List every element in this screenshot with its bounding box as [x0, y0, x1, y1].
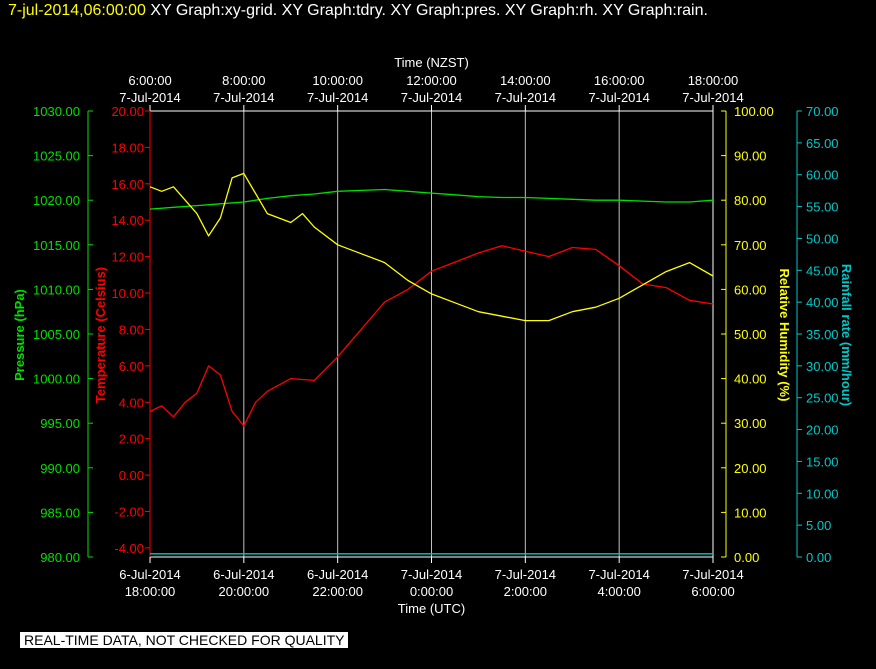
humidity-axis-label: Relative Humidity (%)	[777, 269, 792, 402]
rain-tick-label: 65.00	[806, 136, 839, 151]
bottom-tick-date: 7-Jul-2014	[495, 567, 556, 582]
pressure-tick-label: 1025.00	[33, 149, 80, 164]
bottom-tick-time: 6:00:00	[691, 584, 734, 599]
rain-tick-label: 30.00	[806, 359, 839, 374]
pressure-tick-label: 1030.00	[33, 104, 80, 119]
temperature-tick-label: 10.00	[111, 286, 144, 301]
rain-tick-label: 15.00	[806, 454, 839, 469]
humidity-tick-label: 100.00	[734, 104, 774, 119]
temperature-tick-label: 6.00	[119, 359, 144, 374]
rain-tick-label: 0.00	[806, 550, 831, 565]
top-tick-time: 6:00:00	[128, 73, 171, 88]
rain-tick-label: 55.00	[806, 200, 839, 215]
series-tdry	[149, 245, 714, 427]
bottom-tick-time: 0:00:00	[410, 584, 453, 599]
rain-tick-label: 40.00	[806, 295, 839, 310]
rain-tick-label: 60.00	[806, 168, 839, 183]
pressure-tick-label: 1010.00	[33, 282, 80, 297]
top-tick-time: 18:00:00	[688, 73, 739, 88]
humidity-tick-label: 60.00	[734, 282, 767, 297]
humidity-tick-label: 20.00	[734, 461, 767, 476]
temperature-tick-label: -2.00	[114, 504, 144, 519]
top-tick-date: 7-Jul-2014	[213, 90, 274, 105]
temperature-axis-label: Temperature (Celsius)	[93, 267, 108, 403]
top-tick-date: 7-Jul-2014	[307, 90, 368, 105]
top-tick-date: 7-Jul-2014	[401, 90, 462, 105]
temperature-tick-label: 14.00	[111, 213, 144, 228]
temperature-tick-label: 4.00	[119, 395, 144, 410]
top-tick-time: 8:00:00	[222, 73, 265, 88]
humidity-tick-label: 10.00	[734, 505, 767, 520]
bottom-tick-date: 6-Jul-2014	[307, 567, 368, 582]
bottom-axis-title: Time (UTC)	[398, 601, 465, 616]
humidity-tick-label: 40.00	[734, 372, 767, 387]
temperature-tick-label: 12.00	[111, 250, 144, 265]
temperature-tick-label: 0.00	[119, 468, 144, 483]
temperature-tick-label: 2.00	[119, 432, 144, 447]
pressure-tick-label: 985.00	[40, 505, 80, 520]
humidity-tick-label: 80.00	[734, 193, 767, 208]
header-graph-list: XY Graph:xy-grid. XY Graph:tdry. XY Grap…	[150, 2, 708, 19]
pressure-tick-label: 1020.00	[33, 193, 80, 208]
rain-tick-label: 25.00	[806, 391, 839, 406]
top-tick-time: 14:00:00	[500, 73, 551, 88]
temperature-tick-label: 8.00	[119, 322, 144, 337]
rain-tick-label: 5.00	[806, 518, 831, 533]
pressure-tick-label: 990.00	[40, 461, 80, 476]
rain-tick-label: 20.00	[806, 423, 839, 438]
temperature-tick-label: 16.00	[111, 177, 144, 192]
bottom-tick-time: 20:00:00	[219, 584, 270, 599]
temperature-tick-label: 20.00	[111, 104, 144, 119]
humidity-tick-label: 30.00	[734, 416, 767, 431]
grid-lines	[243, 111, 620, 557]
bottom-tick-date: 7-Jul-2014	[588, 567, 649, 582]
top-tick-time: 12:00:00	[406, 73, 457, 88]
rain-tick-label: 35.00	[806, 327, 839, 342]
humidity-tick-label: 50.00	[734, 327, 767, 342]
pressure-axis-label: Pressure (hPa)	[12, 289, 27, 381]
top-tick-date: 7-Jul-2014	[119, 90, 180, 105]
pressure-tick-label: 980.00	[40, 550, 80, 565]
bottom-tick-date: 6-Jul-2014	[119, 567, 180, 582]
graph-header: 7-jul-2014,06:00:00 XY Graph:xy-grid. XY…	[8, 2, 708, 20]
top-tick-date: 7-Jul-2014	[588, 90, 649, 105]
humidity-tick-label: 90.00	[734, 149, 767, 164]
bottom-tick-date: 7-Jul-2014	[682, 567, 743, 582]
temperature-tick-label: 18.00	[111, 140, 144, 155]
humidity-tick-label: 0.00	[734, 550, 759, 565]
rain-tick-label: 70.00	[806, 104, 839, 119]
rain-tick-label: 50.00	[806, 231, 839, 246]
pressure-tick-label: 1015.00	[33, 238, 80, 253]
bottom-tick-date: 7-Jul-2014	[401, 567, 462, 582]
bottom-tick-date: 6-Jul-2014	[213, 567, 274, 582]
rain-tick-label: 10.00	[806, 486, 839, 501]
pressure-tick-label: 1000.00	[33, 372, 80, 387]
pressure-tick-label: 995.00	[40, 416, 80, 431]
rain-axis-label: Rainfall rate (mm/hour)	[839, 264, 854, 406]
series-rh	[149, 172, 714, 322]
humidity-tick-label: 70.00	[734, 238, 767, 253]
pressure-tick-label: 1005.00	[33, 327, 80, 342]
header-timestamp: 7-jul-2014,06:00:00	[8, 2, 146, 19]
bottom-tick-time: 4:00:00	[597, 584, 640, 599]
top-tick-date: 7-Jul-2014	[495, 90, 556, 105]
bottom-tick-time: 2:00:00	[504, 584, 547, 599]
bottom-tick-time: 18:00:00	[125, 584, 176, 599]
bottom-tick-time: 22:00:00	[312, 584, 363, 599]
top-tick-date: 7-Jul-2014	[682, 90, 743, 105]
temperature-tick-label: -4.00	[114, 541, 144, 556]
top-tick-time: 16:00:00	[594, 73, 645, 88]
data-series	[149, 172, 714, 555]
axes: Time (NZST) 6:00:00 7-Jul-2014 8:00:00 7-Jul…	[12, 55, 854, 616]
rain-tick-label: 45.00	[806, 263, 839, 278]
top-tick-time: 10:00:00	[312, 73, 363, 88]
top-axis-title: Time (NZST)	[394, 55, 469, 70]
quality-notice: REAL-TIME DATA, NOT CHECKED FOR QUALITY	[20, 632, 349, 648]
series-pres	[149, 188, 714, 210]
